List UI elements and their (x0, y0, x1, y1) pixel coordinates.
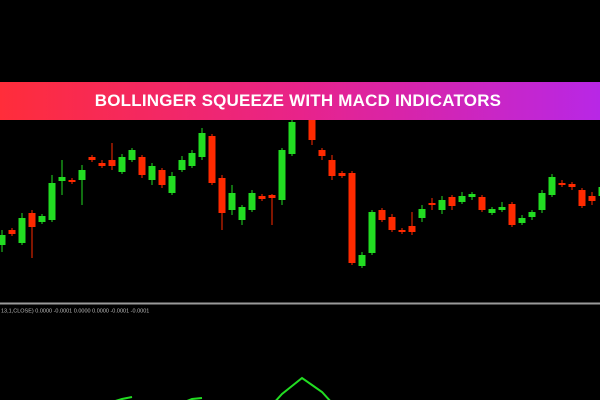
candle-body (468, 194, 476, 197)
chart-title: BOLLINGER SQUEEZE WITH MACD INDICATORS (95, 91, 501, 110)
candle-body (108, 160, 116, 166)
indicator-label: 13,1,CLOSE) 0.0000 -0.0001 0.0000 0.0000… (1, 308, 149, 314)
candle-body (428, 203, 436, 205)
candle-body (88, 157, 96, 160)
candle-body (258, 196, 266, 199)
candle-body (518, 218, 526, 223)
candle-body (38, 216, 46, 222)
candle-body (168, 176, 176, 193)
indicator-panel (115, 376, 331, 400)
candle-body (58, 177, 66, 181)
candle-body (398, 230, 406, 232)
candle-body (578, 190, 586, 206)
candle-body (0, 235, 6, 245)
candle-body (308, 120, 316, 140)
candle-body (228, 193, 236, 210)
candle-body (438, 200, 446, 210)
candle-body (288, 122, 296, 154)
candle-body (98, 163, 106, 166)
candle-body (408, 226, 416, 232)
candle-body (18, 218, 26, 243)
candle-body (538, 193, 546, 210)
candle-body (128, 150, 136, 160)
candle-body (598, 187, 600, 196)
candle-body (568, 184, 576, 187)
indicator-line (115, 376, 331, 400)
candle-body (178, 160, 186, 170)
candle-body (338, 173, 346, 176)
candle-body (208, 136, 216, 183)
candle-body (388, 217, 396, 230)
candle-body (8, 230, 16, 234)
candle-body (68, 180, 76, 182)
candle-body (528, 212, 536, 217)
candle-body (588, 196, 596, 201)
candle-body (498, 207, 506, 210)
candle-body (348, 173, 356, 263)
candle-body (148, 166, 156, 180)
candle-body (318, 150, 326, 156)
candle-body (448, 197, 456, 206)
candle-body (188, 153, 196, 166)
candle-body (268, 195, 276, 198)
candle-body (248, 193, 256, 210)
candle-body (238, 207, 246, 220)
candle-body (508, 204, 516, 225)
candle-body (328, 160, 336, 176)
candle-body (488, 209, 496, 213)
candle-body (378, 210, 386, 220)
candle-body (548, 177, 556, 195)
candle-body (198, 133, 206, 157)
candle-body (78, 170, 86, 180)
title-banner (0, 82, 600, 120)
candle-body (138, 157, 146, 175)
candle-body (218, 178, 226, 213)
candle-body (458, 196, 466, 202)
candle-body (48, 183, 56, 220)
candle-body (368, 212, 376, 253)
candle-body (558, 183, 566, 185)
candle-body (158, 170, 166, 185)
candle-body (418, 209, 426, 218)
candle-body (28, 213, 36, 227)
candle-body (478, 197, 486, 210)
candle-body (118, 157, 126, 172)
candle-body (278, 150, 286, 200)
candle-body (358, 255, 366, 266)
